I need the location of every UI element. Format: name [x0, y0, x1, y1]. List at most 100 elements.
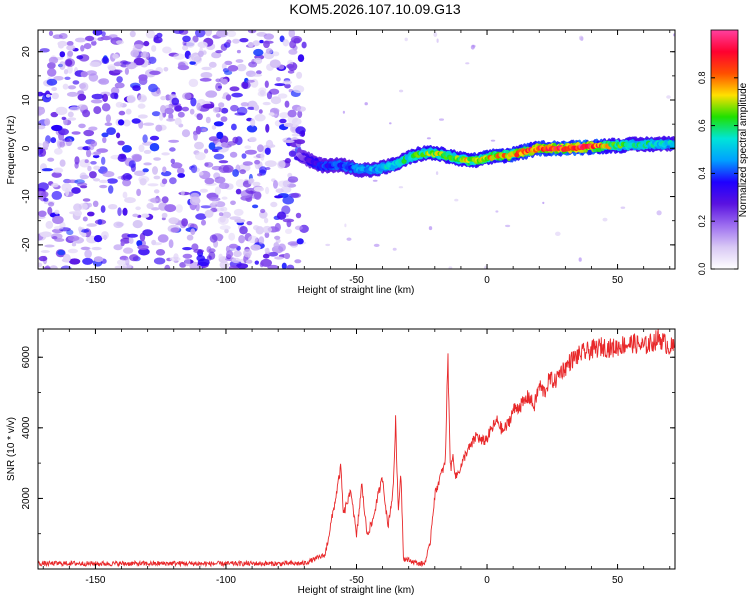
noise-cell [192, 35, 199, 43]
noise-cell [257, 144, 264, 153]
snr-y-ticks: 2000 4000 6000 [21, 346, 675, 570]
noise-cell [122, 179, 132, 187]
noise-cell [268, 252, 279, 257]
noise-cell [114, 82, 125, 89]
noise-cell [364, 102, 368, 106]
noise-cell [62, 138, 71, 142]
noise-cell [495, 210, 499, 213]
noise-cell [295, 212, 302, 219]
noise-cell [287, 109, 297, 118]
noise-cell [54, 209, 60, 215]
noise-cell [211, 51, 222, 59]
noise-cell [169, 147, 176, 152]
noise-cell [170, 227, 180, 233]
noise-cell [201, 219, 206, 226]
noise-cell [448, 266, 453, 269]
y-tick-label: 2000 [21, 487, 32, 510]
noise-cell [116, 76, 123, 83]
noise-cell [173, 253, 179, 261]
noise-cell [51, 87, 58, 91]
noise-cell [293, 37, 301, 44]
noise-cell [171, 162, 183, 169]
noise-cell [194, 141, 204, 150]
noise-cell [262, 225, 273, 234]
noise-cell [61, 116, 66, 120]
noise-cell [284, 83, 291, 89]
noise-cell [137, 94, 147, 103]
noise-cell [196, 113, 203, 121]
noise-cell [127, 233, 138, 238]
noise-cell [620, 206, 626, 209]
noise-cell [74, 37, 87, 43]
noise-cell [259, 39, 264, 44]
noise-cell [122, 119, 131, 127]
noise-cell [195, 30, 206, 38]
noise-cell [164, 107, 174, 115]
noise-cell [398, 186, 404, 189]
noise-cell [102, 136, 107, 144]
noise-cell [602, 217, 608, 222]
noise-cell [221, 196, 228, 200]
noise-cell [168, 139, 180, 143]
spectrogram-y-ticks: -20 -10 0 10 20 [21, 46, 675, 270]
noise-cell [189, 196, 201, 206]
x-tick-label: 0 [484, 275, 490, 286]
noise-cell [162, 166, 167, 173]
noise-cell [666, 95, 671, 99]
noise-cell [138, 144, 145, 153]
noise-cell [238, 235, 246, 244]
noise-cell [211, 200, 218, 205]
noise-cell [297, 54, 305, 62]
noise-cell [143, 40, 150, 47]
noise-cell [263, 217, 269, 224]
noise-cell [262, 253, 270, 259]
noise-cell [288, 49, 298, 55]
noise-cell [38, 124, 46, 130]
noise-cell [128, 160, 136, 168]
noise-cell [150, 197, 162, 204]
colorbar-ticks: 0.0 0.2 0.4 0.6 0.8 [697, 72, 738, 276]
noise-cell [284, 158, 291, 164]
noise-cell [281, 205, 291, 215]
noise-cell [282, 180, 290, 188]
x-tick-label: -50 [349, 275, 364, 286]
y-tick-label: 10 [21, 94, 32, 106]
noise-cell [42, 141, 50, 149]
noise-cell [130, 49, 139, 58]
noise-cell [82, 257, 94, 265]
y-tick-label: 0 [21, 145, 32, 151]
noise-cell [51, 190, 63, 200]
x-tick-label: 50 [612, 575, 624, 586]
noise-cell [214, 176, 226, 184]
noise-cell [121, 145, 132, 153]
snr-panel: -150 -100 -50 0 50 2000 4000 6000 Height of st… [6, 328, 676, 596]
noise-cell [282, 218, 295, 223]
noise-cell [228, 265, 239, 269]
noise-cell [189, 108, 195, 115]
snr-series-line [38, 329, 675, 568]
noise-cell [182, 35, 191, 42]
noise-cell [38, 91, 44, 97]
noise-cell [246, 259, 253, 264]
noise-cell [80, 45, 85, 52]
noise-cell [152, 242, 162, 246]
noise-cell [153, 189, 160, 194]
noise-cell [214, 186, 221, 196]
noise-cell [201, 128, 207, 132]
noise-cell [155, 124, 163, 132]
colorbar-tick-label: 0.0 [697, 263, 707, 276]
noise-cell [135, 206, 141, 211]
figure-title: KOM5.2026.107.10.09.G13 [289, 1, 460, 17]
snr-y-axis-label: SNR (10 * v/v) [6, 417, 17, 481]
noise-cell [182, 92, 192, 100]
noise-cell [59, 141, 66, 148]
noise-cell [230, 104, 239, 112]
spectrogram-signal-ridge [296, 135, 675, 178]
noise-cell [85, 35, 95, 42]
noise-cell [117, 207, 122, 217]
noise-cell [153, 257, 166, 265]
noise-cell [208, 136, 219, 142]
noise-cell [270, 144, 276, 148]
noise-cell [60, 265, 72, 269]
